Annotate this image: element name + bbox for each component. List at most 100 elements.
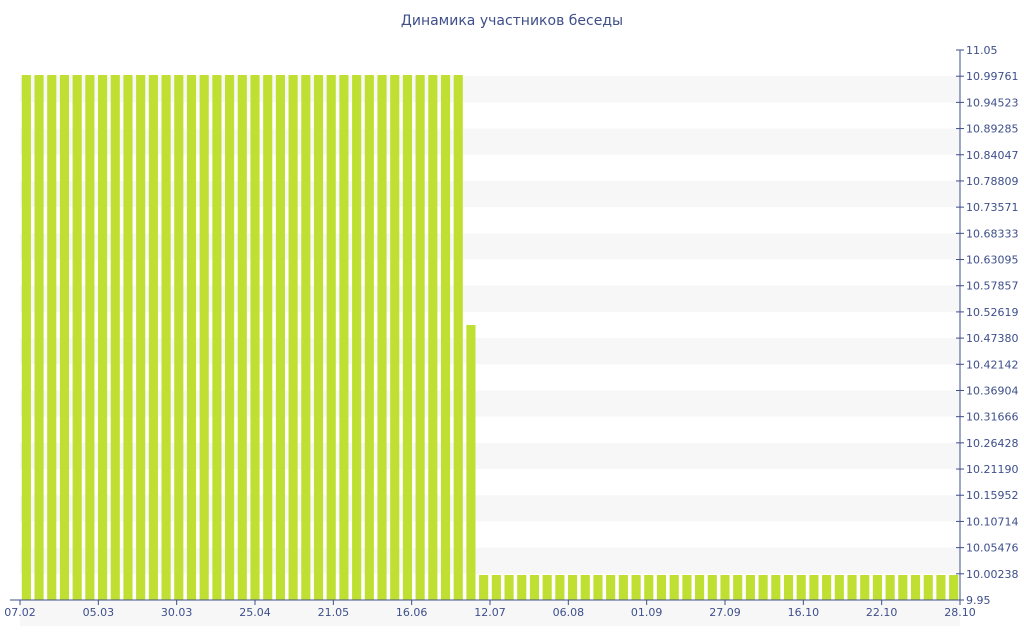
bar [352,75,362,600]
bar [783,575,794,600]
grid-band [20,76,960,103]
grid-band [20,128,960,155]
x-tick-label: 16.06 [396,606,428,619]
bar [555,575,565,600]
bar [847,575,857,600]
x-tick-label: 12.07 [474,606,506,619]
bars [21,75,959,600]
bar [377,75,387,600]
bar [21,75,31,600]
bar [390,75,400,600]
bar [529,575,540,600]
grid-band [20,442,960,470]
bar [466,325,476,600]
y-tick-label: 10.47380 [966,332,1019,345]
bar [923,575,933,600]
bar [364,75,374,600]
y-tick-label: 10.52619 [966,306,1019,319]
bar [618,575,628,600]
y-tick-label: 10.99761 [966,70,1019,83]
x-tick-label: 22.10 [866,606,898,619]
bar [212,75,222,600]
bar [860,575,870,600]
bar [97,75,108,600]
x-axis: 07.02 05.03 30.03 25.04 21.05 16.06 12.07 06.08… [4,599,976,619]
y-tick-label: 10.68333 [966,227,1019,240]
bar [682,575,692,600]
x-tick-label: 21.05 [318,606,350,619]
y-tick-label: 10.21190 [966,463,1019,476]
x-tick-label: 25.04 [239,606,271,619]
y-axis: 11.05 10.99761 10.94523 10.89285 10.84047 10.… [956,44,1019,607]
bar [288,75,298,600]
y-tick-label: 10.89285 [966,123,1019,136]
bar [733,575,743,600]
bar [301,75,311,600]
x-tick-label: 28.10 [944,606,976,619]
bar [148,75,158,600]
bar [237,75,247,600]
y-tick-label: 10.26428 [966,437,1019,450]
grid-bands [20,76,960,627]
bar [250,75,260,600]
bar [225,75,235,600]
bar [669,575,679,600]
bar [123,75,133,600]
bar [326,75,336,600]
y-tick-label: 10.00238 [966,568,1019,581]
bar [517,575,527,600]
bar [822,575,832,600]
bar [809,575,819,600]
bar [110,75,120,600]
bar [453,75,463,600]
bar [504,575,514,600]
chart-title: Динамика участников беседы [400,13,624,29]
grid-band [20,547,960,574]
y-tick-label: 10.05476 [966,542,1019,555]
bar [72,75,82,600]
bar [771,575,781,600]
bar [910,575,921,600]
bar [580,575,590,600]
bar [707,575,717,600]
y-tick-label: 10.73571 [966,201,1019,214]
bar [479,575,489,600]
x-tick-label: 16.10 [788,606,820,619]
y-tick-label: 10.31666 [966,411,1019,424]
bar [644,575,654,600]
grid-band [20,180,960,208]
x-tick-label: 30.03 [161,606,193,619]
bar [440,75,451,600]
bar [745,575,755,600]
bar [885,575,895,600]
bar [313,75,324,600]
grid-band [20,233,960,260]
bar [758,575,768,600]
bar [136,75,146,600]
x-tick-label: 27.09 [709,606,741,619]
bar [174,75,184,600]
bar [47,75,57,600]
grid-band [20,338,960,365]
x-tick-label: 06.08 [553,606,585,619]
y-tick-label: 10.84047 [966,149,1019,162]
bar [415,75,425,600]
y-tick-label: 10.10714 [966,515,1019,528]
x-tick-label: 07.02 [4,606,36,619]
y-tick-label: 11.05 [966,44,998,57]
bar [428,75,438,600]
bar [796,575,806,600]
bar [898,575,908,600]
bar [606,575,616,600]
bar [186,75,197,600]
bar [402,75,413,600]
bar [695,575,705,600]
x-tick-label: 05.03 [83,606,115,619]
bar [59,75,70,600]
bar [491,575,501,600]
bar [936,575,946,600]
y-tick-label: 10.15952 [966,489,1019,502]
bar [339,75,349,600]
y-tick-label: 10.63095 [966,254,1019,267]
bar [631,575,641,600]
